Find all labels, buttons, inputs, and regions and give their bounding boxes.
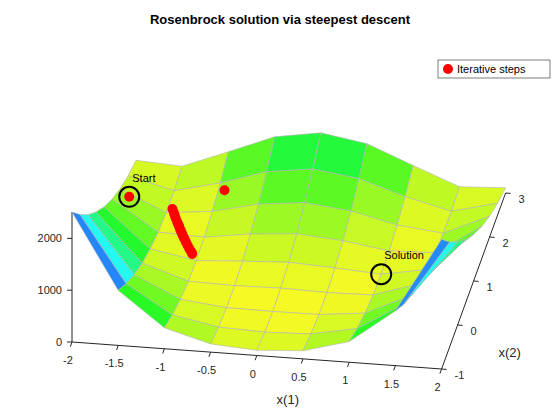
svg-text:Solution: Solution — [384, 249, 424, 261]
svg-text:3: 3 — [519, 193, 525, 205]
svg-text:1: 1 — [342, 374, 348, 386]
svg-text:0: 0 — [56, 336, 62, 348]
svg-text:2: 2 — [503, 237, 509, 249]
svg-text:Start: Start — [132, 172, 155, 184]
svg-text:1.5: 1.5 — [384, 378, 399, 390]
svg-text:Rosenbrock solution via steepe: Rosenbrock solution via steepest descent — [150, 12, 411, 27]
svg-text:x(1): x(1) — [277, 392, 299, 407]
svg-text:1000: 1000 — [38, 284, 62, 296]
svg-text:-1.5: -1.5 — [105, 357, 124, 369]
svg-text:-1: -1 — [156, 361, 166, 373]
svg-text:-0.5: -0.5 — [197, 364, 216, 376]
svg-text:-1: -1 — [455, 369, 465, 381]
svg-text:2000: 2000 — [38, 232, 62, 244]
svg-text:2: 2 — [435, 381, 441, 393]
svg-text:0.5: 0.5 — [291, 371, 306, 383]
svg-text:0: 0 — [250, 368, 256, 380]
svg-text:-2: -2 — [63, 354, 73, 366]
svg-text:0: 0 — [471, 325, 477, 337]
svg-text:1: 1 — [487, 281, 493, 293]
svg-text:Iterative steps: Iterative steps — [457, 63, 526, 75]
svg-text:x(2): x(2) — [498, 345, 520, 360]
